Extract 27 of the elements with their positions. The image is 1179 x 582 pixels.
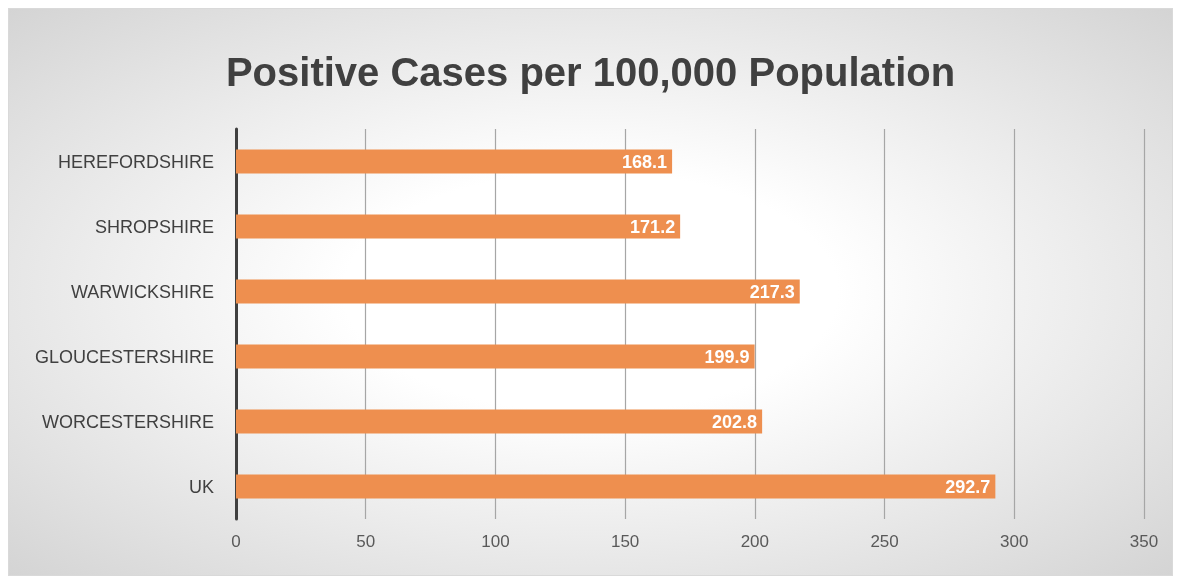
x-tick-label: 200 (740, 532, 770, 551)
x-tick-label: 50 (356, 532, 376, 551)
y-tick-label: WORCESTERSHIRE (41, 411, 214, 432)
data-label: 171.2 (630, 216, 676, 237)
bar (236, 279, 800, 304)
data-label: 202.8 (712, 411, 758, 432)
chart-title: Positive Cases per 100,000 Population (225, 50, 956, 94)
x-tick-label: 250 (870, 532, 899, 551)
x-tick-label: 100 (481, 532, 510, 551)
bar (236, 214, 681, 239)
data-label: 217.3 (749, 281, 795, 302)
x-tick-label: 300 (1000, 532, 1029, 551)
y-tick-label: HEREFORDSHIRE (57, 151, 214, 172)
x-tick-label: 0 (231, 532, 241, 551)
bar (236, 409, 763, 434)
data-label: 199.9 (704, 346, 750, 367)
x-tick-label: 150 (610, 532, 640, 551)
bar (236, 474, 996, 499)
x-tick-label: 350 (1129, 532, 1159, 551)
bar (236, 149, 673, 174)
bar (236, 344, 755, 369)
y-tick-label: WARWICKSHIRE (70, 281, 214, 302)
data-label: 168.1 (622, 151, 668, 172)
y-tick-label: GLOUCESTERSHIRE (34, 346, 214, 367)
data-label: 292.7 (945, 476, 991, 497)
y-tick-label: UK (188, 476, 214, 497)
y-tick-label: SHROPSHIRE (94, 216, 214, 237)
